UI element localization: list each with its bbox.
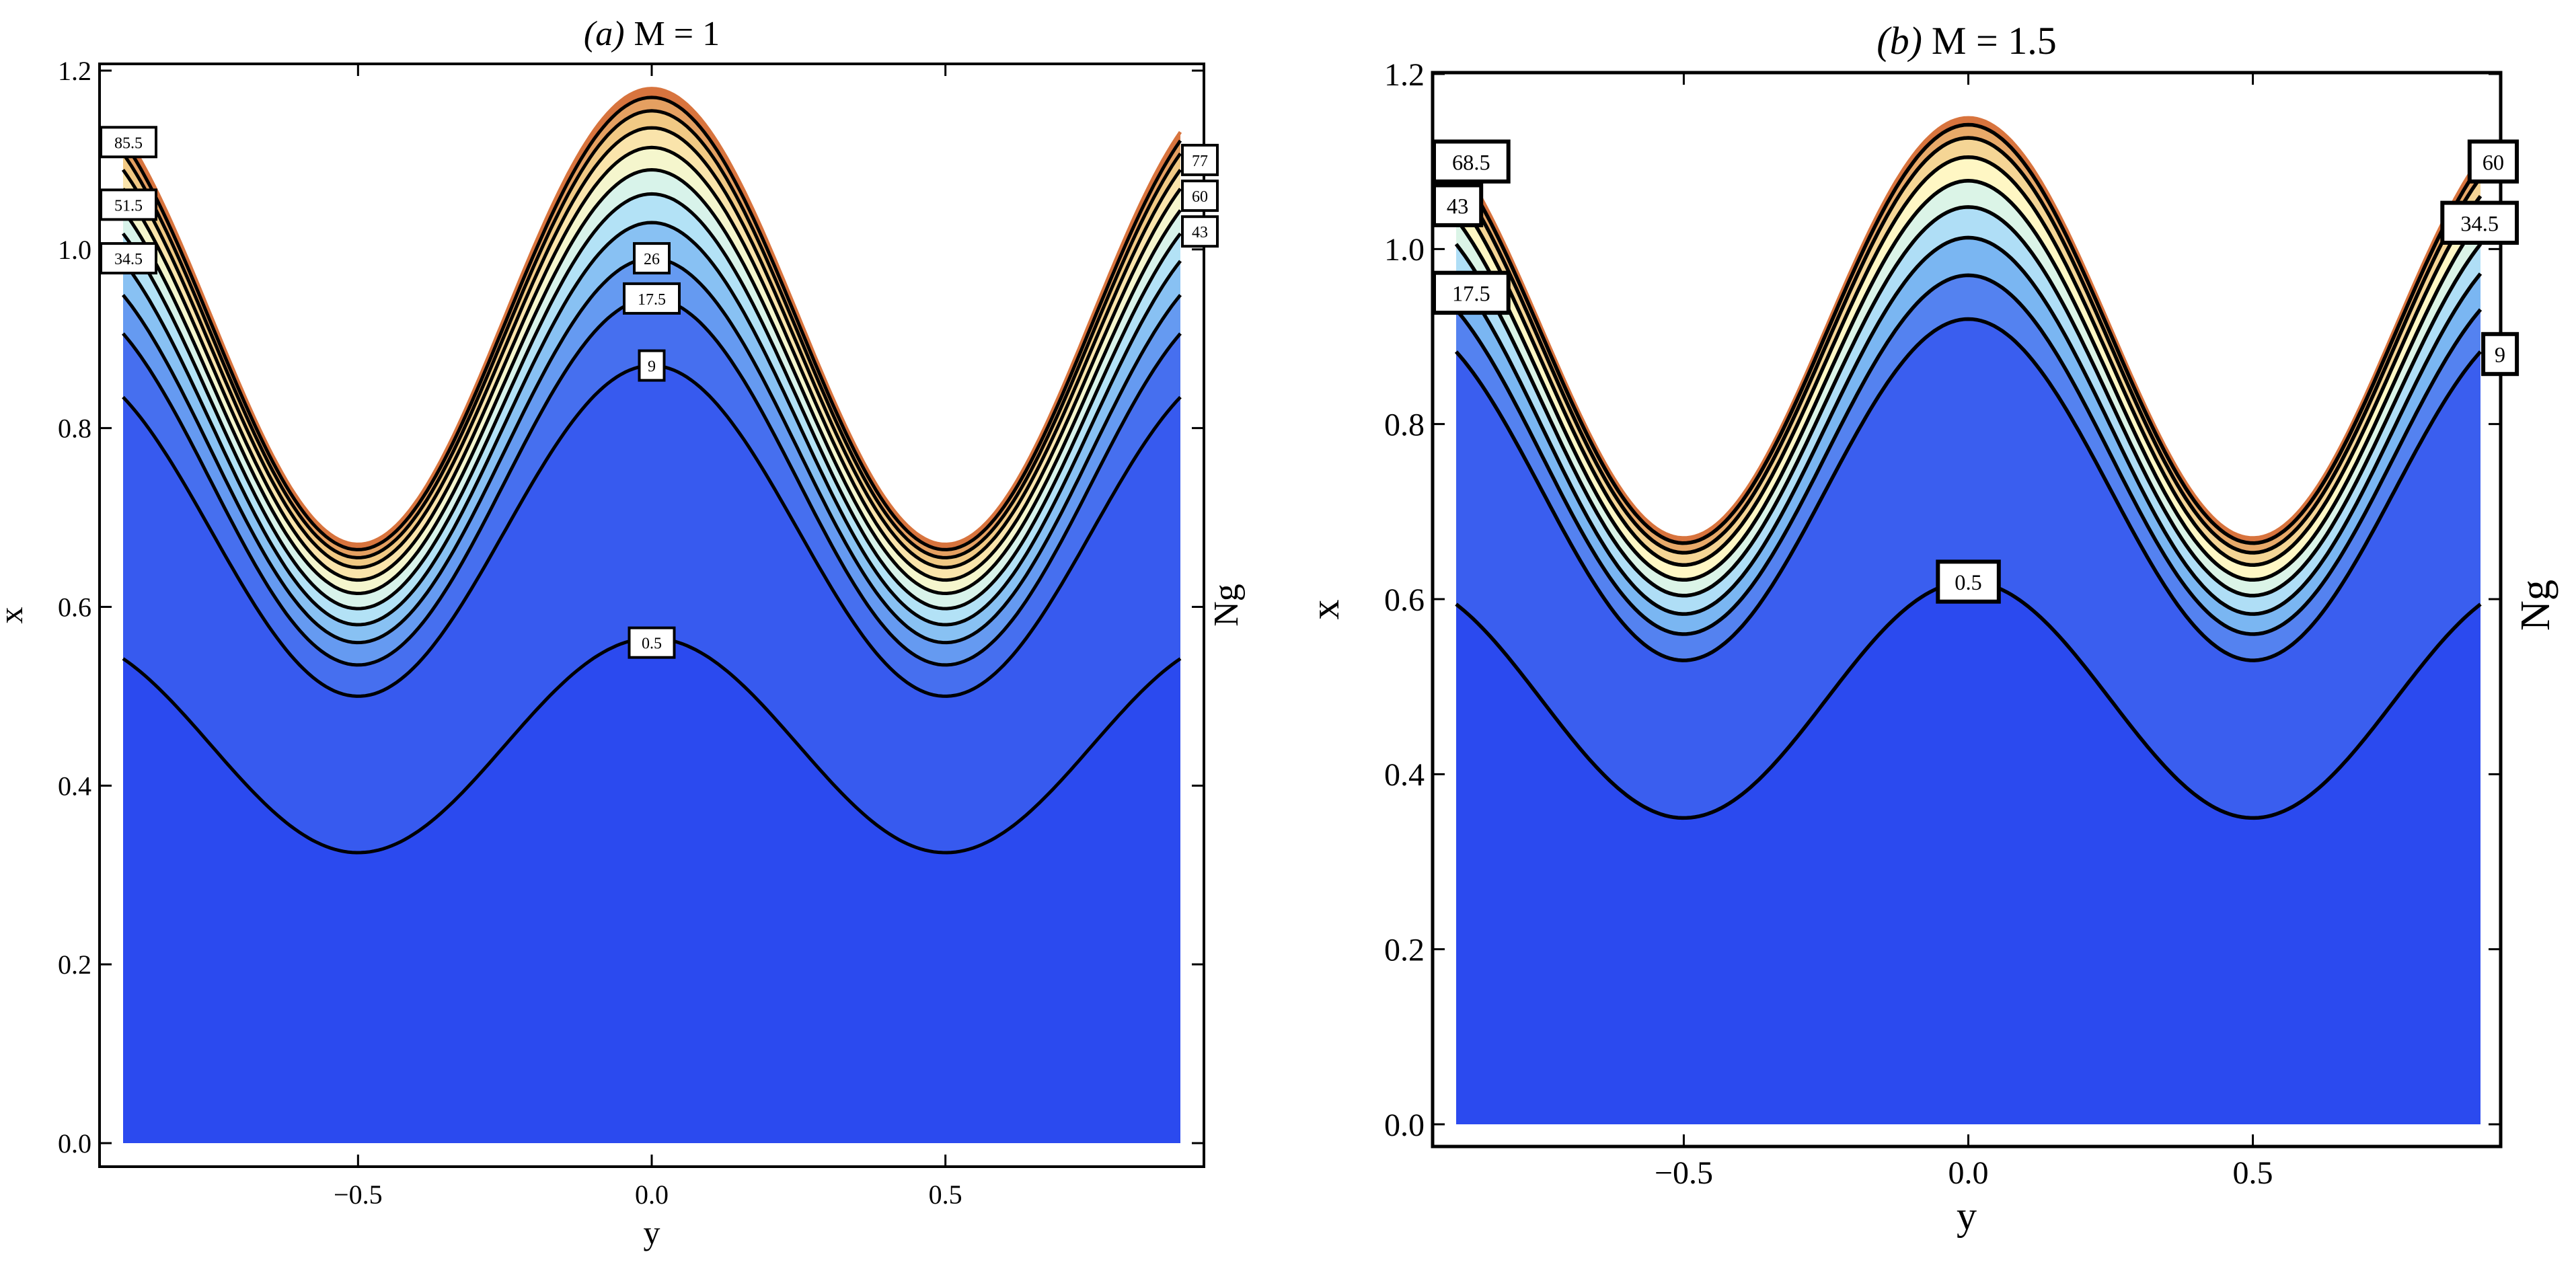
legend-label-ng: Ng <box>2512 580 2559 631</box>
contour-label: 68.5 <box>1452 151 1490 175</box>
contour-label-box <box>633 242 671 275</box>
panel-title-prefix: (b) <box>1877 19 1922 63</box>
x-tick-label: 0.5 <box>2233 1155 2273 1191</box>
contour-label: 34.5 <box>114 251 143 268</box>
x-tick-label: −0.5 <box>1655 1155 1713 1191</box>
y-tick-label: 0.0 <box>1384 1107 1425 1143</box>
contour-label: 77 <box>1192 153 1208 170</box>
contour-label: 60 <box>2483 151 2504 175</box>
contour-line-68_5 <box>121 126 1182 570</box>
contour-lines <box>1454 122 2483 820</box>
contour-label: 9 <box>2495 344 2505 368</box>
contour-label: 51.5 <box>114 197 143 215</box>
x-axis-label: y <box>1957 1194 1977 1238</box>
contour-label-box <box>628 626 676 659</box>
y-tick-label: 0.6 <box>58 592 91 623</box>
y-tick-label: 0.2 <box>1384 932 1425 968</box>
contour-line-43 <box>1454 179 2483 582</box>
contour-label-box <box>1432 270 1511 315</box>
y-tick-label: 0.0 <box>58 1128 91 1159</box>
y-tick-label: 1.0 <box>1384 232 1425 268</box>
contour-label-box <box>100 242 157 275</box>
axis-ticks: −0.5 0.0 0.5 0.0 0.2 0.4 0.6 0.8 1.0 1.2 <box>58 56 1204 1210</box>
wall-edge <box>121 87 1182 546</box>
contour-line-51_5 <box>1454 155 2483 567</box>
x-tick-label: 0.0 <box>635 1179 669 1210</box>
band-below-0_5 <box>1456 582 2480 1124</box>
contour-label: 60 <box>1192 188 1208 206</box>
y-tick-label: 0.4 <box>1384 757 1425 793</box>
contour-label-box <box>2467 139 2520 184</box>
x-tick-label: 0.5 <box>929 1179 962 1210</box>
contour-line-60 <box>1454 136 2483 555</box>
panel-a-contour-plot: −0.5 0.0 0.5 0.0 0.2 0.4 0.6 0.8 1.0 1.2 y x Ng (a)M … <box>0 15 1246 1251</box>
contour-label-box <box>2440 200 2520 245</box>
panel-b-contour-plot: −0.5 0.0 0.5 0.0 0.2 0.4 0.6 0.8 1.0 1.2 y x Ng (b) M … <box>1303 19 2559 1238</box>
contour-label: 43 <box>1192 224 1208 241</box>
contour-line-43 <box>121 192 1182 611</box>
contour-label-box <box>1936 559 2001 604</box>
contour-label-box <box>638 349 666 382</box>
contour-label: 17.5 <box>638 291 666 309</box>
contour-label: 0.5 <box>1955 571 1982 595</box>
legend-label-ng: Ng <box>1207 584 1246 627</box>
contour-line-51_5 <box>121 167 1182 596</box>
y-axis-label: x <box>1303 600 1347 620</box>
y-tick-label: 1.0 <box>58 235 91 265</box>
plot-frame <box>1431 71 2503 1149</box>
y-tick-label: 0.6 <box>1384 582 1425 618</box>
contour-line-26 <box>1454 235 2483 616</box>
contour-label: 85.5 <box>114 134 143 152</box>
wall-edge <box>1454 116 2483 540</box>
axis-ticks: −0.5 0.0 0.5 0.0 0.2 0.4 0.6 0.8 1.0 1.2 <box>1384 57 2501 1191</box>
contour-line-68_5 <box>1454 122 2483 545</box>
y-tick-label: 0.4 <box>58 771 91 801</box>
x-tick-label: −0.5 <box>334 1179 383 1210</box>
contour-label: 34.5 <box>2460 212 2499 236</box>
contour-label: 17.5 <box>1452 282 1490 307</box>
contour-label-box <box>2481 332 2520 377</box>
y-tick-label: 0.8 <box>1384 407 1425 442</box>
band-below-0_5 <box>123 638 1180 1143</box>
contour-label-box <box>1432 139 1511 184</box>
contour-label-box <box>1432 183 1484 227</box>
contour-labels: 0.5 9 17.5 26 85.5 51.5 34.5 77 60 43 <box>100 126 1219 659</box>
contour-label-box <box>623 282 681 315</box>
contour-line-17_5 <box>1454 273 2483 636</box>
contour-label: 0.5 <box>642 635 662 653</box>
contour-label-box <box>100 126 157 159</box>
contour-line-34_5 <box>122 221 1182 627</box>
contour-label-box <box>1181 215 1219 248</box>
y-tick-label: 1.2 <box>58 56 91 86</box>
panel-title-prefix: (a) <box>584 15 625 53</box>
contour-label-box <box>1181 143 1219 176</box>
x-tick-label: 0.0 <box>1948 1155 1989 1191</box>
contour-label: 26 <box>644 251 660 268</box>
contour-bands <box>1454 116 2483 1125</box>
panel-title: (b) M = 1.5 <box>1877 19 2056 63</box>
y-tick-label: 0.8 <box>58 414 91 444</box>
contour-line-9 <box>1454 317 2483 662</box>
contour-labels: 0.5 68.5 43 17.5 60 34.5 9 <box>1432 139 2520 604</box>
panel-title-main: M = 1 <box>634 15 720 53</box>
panel-title-main: M = 1.5 <box>1932 19 2057 63</box>
contour-line-85_5 <box>121 95 1182 551</box>
y-tick-label: 0.2 <box>58 949 91 980</box>
contour-line-77 <box>121 109 1182 559</box>
contour-label-box <box>100 188 157 221</box>
contour-label: 9 <box>648 358 656 376</box>
contour-label: 43 <box>1447 194 1468 219</box>
panel-title: (a) M = 1 <box>584 15 720 53</box>
y-axis-label: x <box>0 607 30 624</box>
contour-label-box <box>1181 180 1219 212</box>
contour-line-34_5 <box>1454 205 2483 598</box>
x-axis-label: y <box>644 1214 660 1251</box>
y-tick-label: 1.2 <box>1384 57 1425 93</box>
contour-line-60 <box>121 145 1182 582</box>
